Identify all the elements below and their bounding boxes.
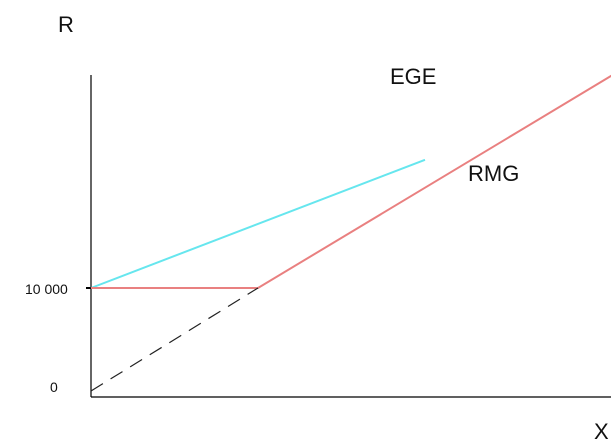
series-line-rmg [91,74,611,289]
series-line-ege [90,158,426,289]
y-tick-label-0: 0 [50,379,58,395]
y-tick-label-10000: 10 000 [25,281,68,297]
series-line-reference-dashed [90,287,259,392]
series-layer [90,74,611,392]
y-axis-title: R [58,12,74,37]
x-axis-title: X [594,419,609,441]
series-label-rmg: RMG [468,161,519,186]
series-label-ege: EGE [390,64,436,89]
